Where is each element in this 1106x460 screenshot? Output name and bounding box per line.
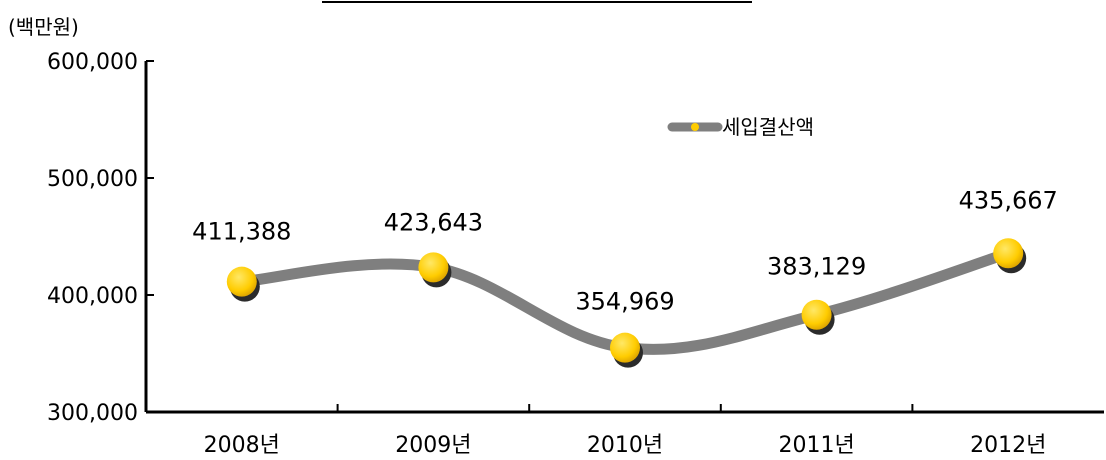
x-tick-label: 2008년 — [204, 433, 280, 458]
data-point — [226, 266, 257, 297]
data-point — [610, 332, 640, 363]
y-tick-label: 400,000 — [47, 284, 138, 309]
legend-label: 세입결산액 — [722, 115, 814, 139]
data-point — [418, 252, 449, 283]
data-label: 354,969 — [575, 288, 674, 316]
data-label: 383,129 — [767, 253, 866, 281]
data-label: 435,667 — [959, 186, 1058, 214]
x-tick-label: 2011년 — [778, 433, 854, 458]
x-ticks: 2008년 2009년 2010년 2011년 2012년 — [204, 404, 1046, 458]
x-tick-label: 2010년 — [587, 433, 663, 458]
y-tick-label: 500,000 — [47, 167, 138, 192]
data-point — [993, 238, 1024, 269]
y-tick-label: 300,000 — [47, 401, 138, 426]
y-ticks: 300,000 400,000 500,000 600,000 — [47, 50, 154, 426]
series-layer — [226, 238, 1027, 368]
data-labels: 411,388 423,643 354,969 383,129 435,667 — [192, 186, 1058, 315]
data-label: 411,388 — [192, 218, 291, 246]
legend-marker-swatch — [691, 123, 699, 131]
legend: 세입결산액 — [667, 115, 814, 139]
x-tick-label: 2009년 — [395, 433, 471, 458]
y-tick-label: 600,000 — [47, 50, 138, 75]
data-point — [801, 299, 832, 330]
data-label: 423,643 — [384, 208, 483, 236]
x-tick-label: 2012년 — [970, 433, 1046, 458]
y-unit-label: (백만원) — [8, 15, 79, 39]
